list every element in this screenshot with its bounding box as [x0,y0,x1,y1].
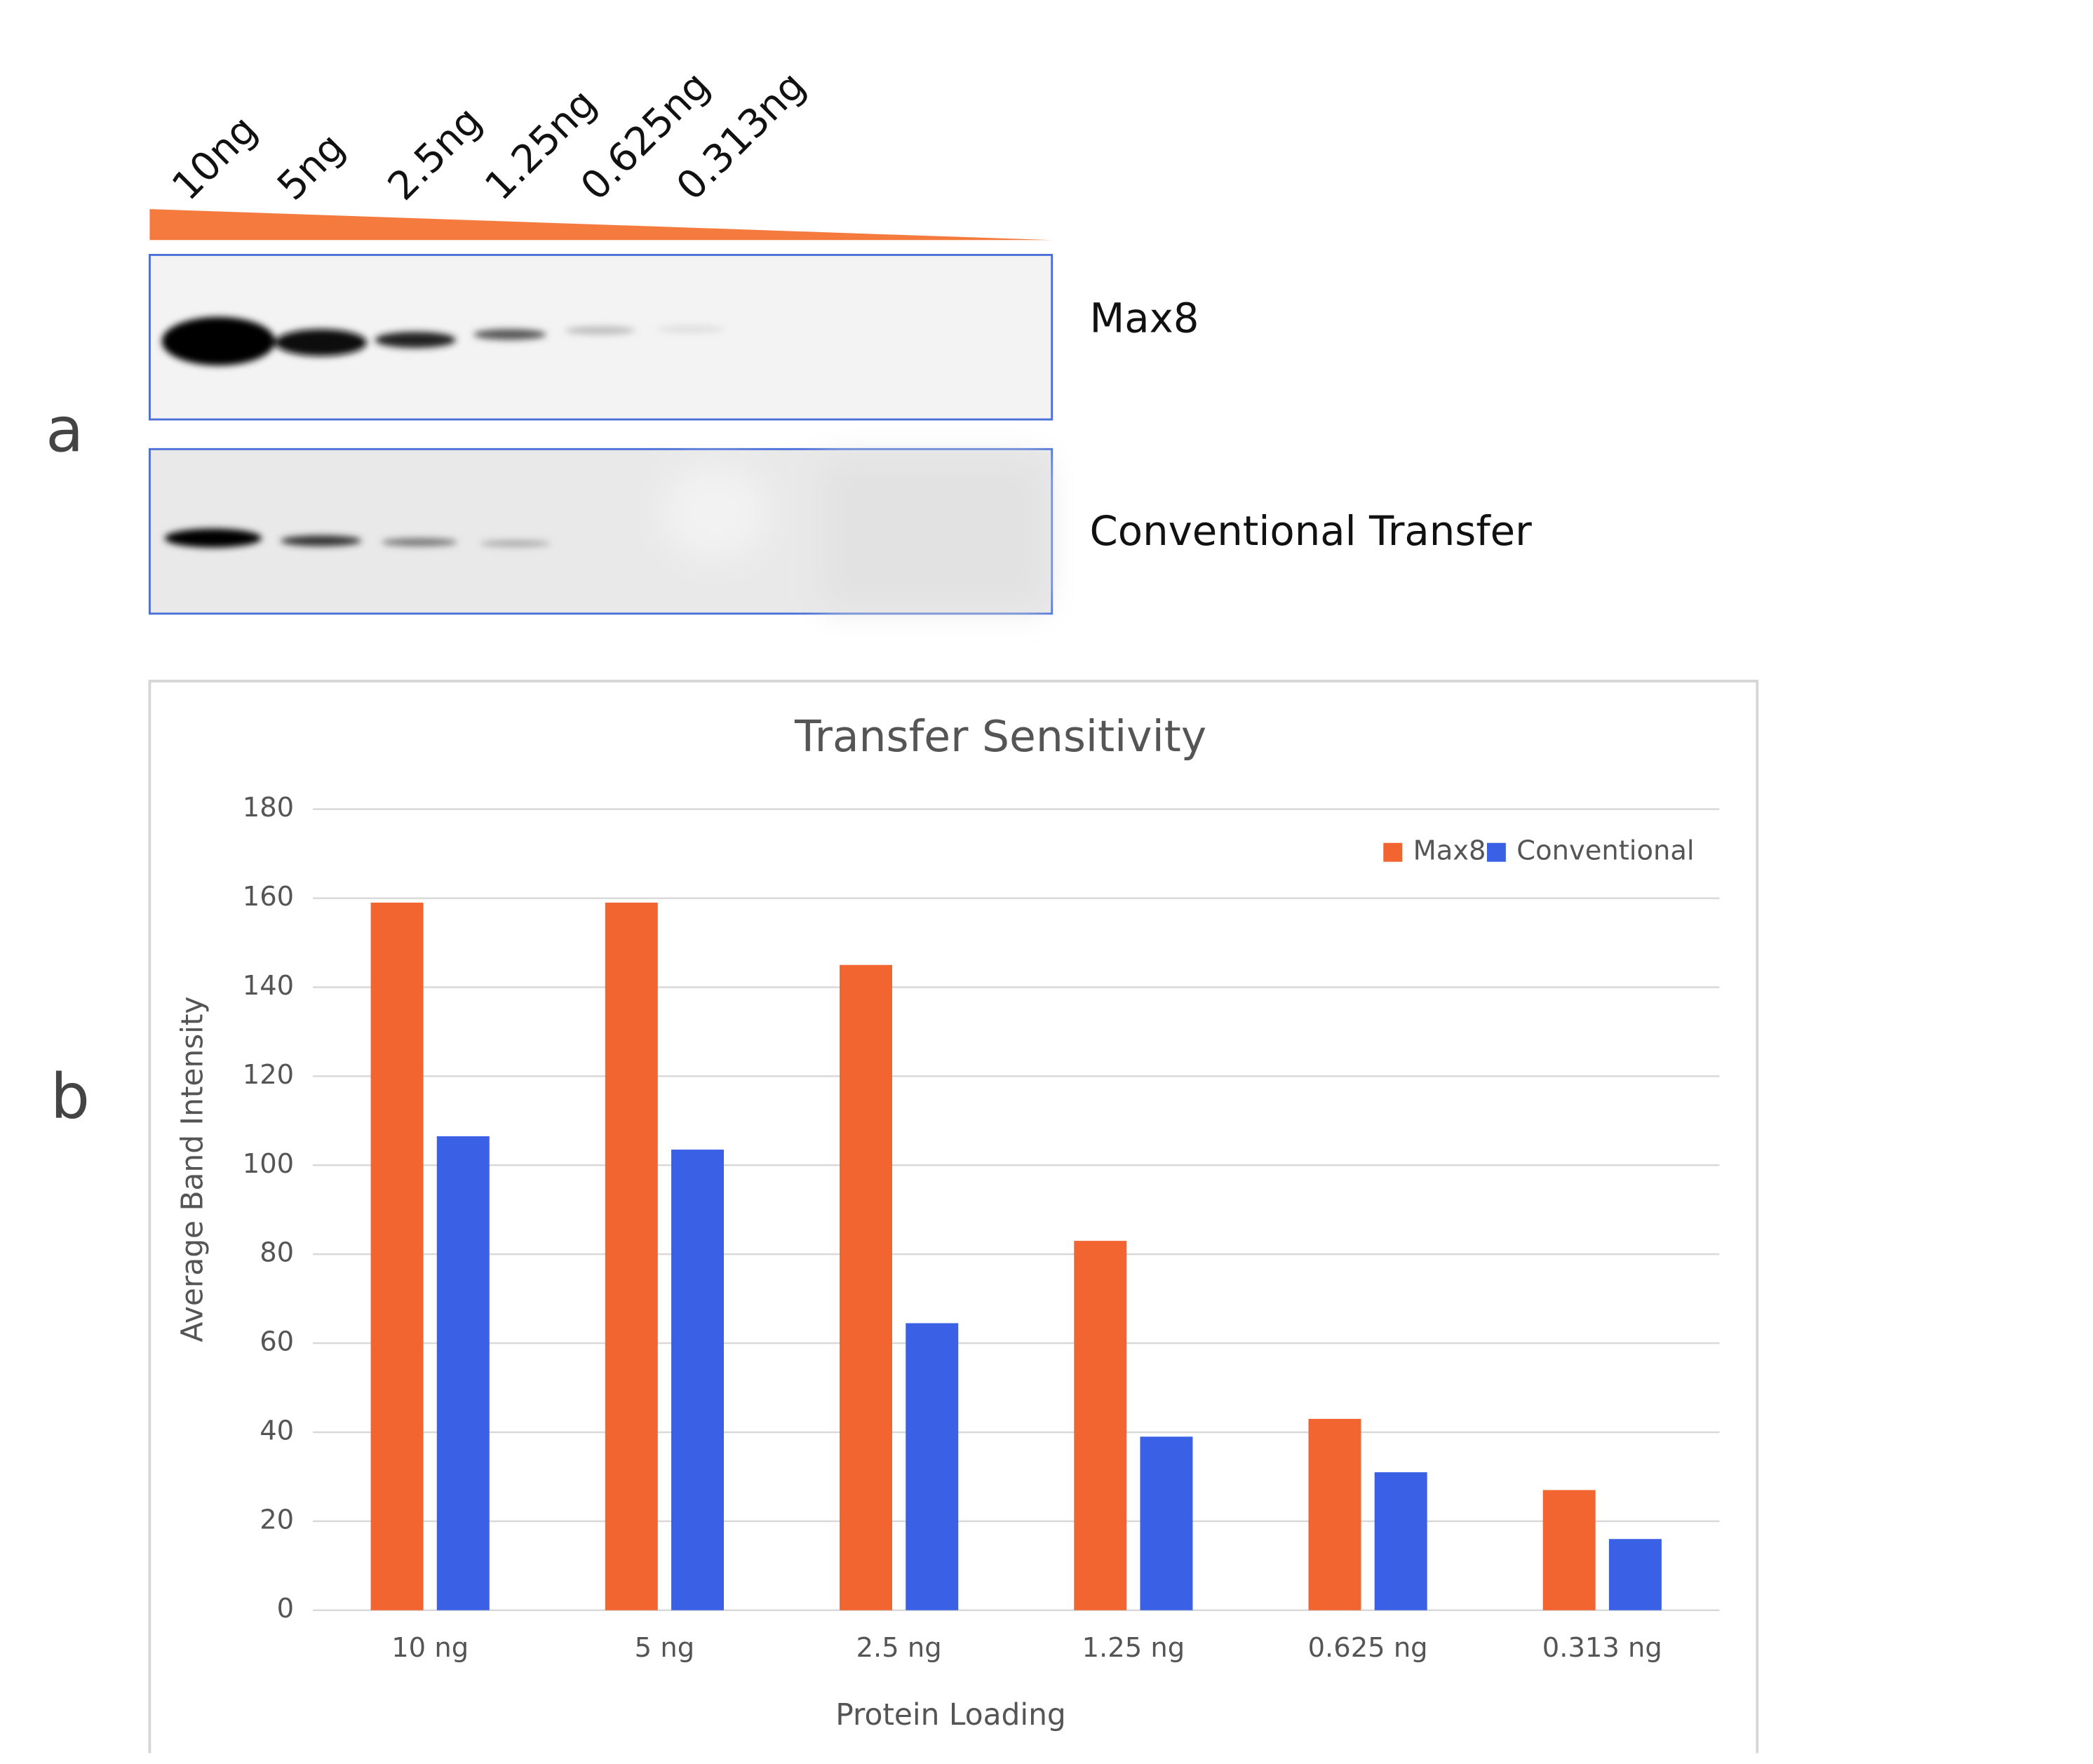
bar [671,1150,724,1610]
x-tick-label: 2.5 ng [856,1632,942,1664]
blot-label: Max8 [1090,294,1199,342]
y-tick-label: 60 [260,1326,294,1358]
panel-label: b [51,1060,90,1132]
blot-max8 [148,254,1054,421]
bar [1374,1472,1427,1610]
x-axis-label: Protein Loading [835,1697,1065,1732]
bar [1074,1241,1127,1610]
bar [370,902,424,1610]
bar [1542,1490,1596,1610]
blot-label: Conventional Transfer [1090,507,1533,555]
chart-title: Transfer Sensitivity [794,711,1206,762]
y-tick-label: 140 [243,970,294,1002]
lane-label: 2.5ng [379,98,491,210]
x-tick-label: 10 ng [391,1632,469,1664]
bar [1308,1418,1361,1610]
x-tick-label: 1.25 ng [1082,1632,1185,1664]
x-tick-label: 0.625 ng [1308,1632,1428,1664]
bar [906,1323,959,1610]
legend-swatch [1486,842,1506,862]
bar [840,964,893,1610]
bar [436,1136,490,1610]
lane-label: 5ng [269,124,354,209]
y-tick-label: 0 [277,1593,294,1624]
legend-swatch [1383,842,1403,862]
y-tick-label: 40 [260,1415,294,1446]
panel-label: a [46,394,83,466]
bar [605,902,658,1610]
y-tick-label: 20 [260,1504,294,1535]
x-tick-label: 0.313 ng [1542,1632,1662,1664]
bar [1140,1436,1193,1610]
gradient-wedge [149,209,1052,241]
blot-conventional [148,447,1054,615]
y-tick-label: 120 [243,1059,294,1091]
y-tick-label: 100 [243,1148,294,1180]
y-axis-label: Average Band Intensity [175,996,209,1342]
bar [1608,1539,1662,1610]
legend-label: Conventional [1516,835,1694,867]
legend-label: Max8 [1413,835,1486,867]
y-tick-label: 80 [260,1237,294,1269]
lane-label: 10ng [163,107,266,209]
y-tick-label: 160 [243,881,294,913]
y-tick-label: 180 [243,792,294,823]
x-tick-label: 5 ng [635,1632,694,1664]
